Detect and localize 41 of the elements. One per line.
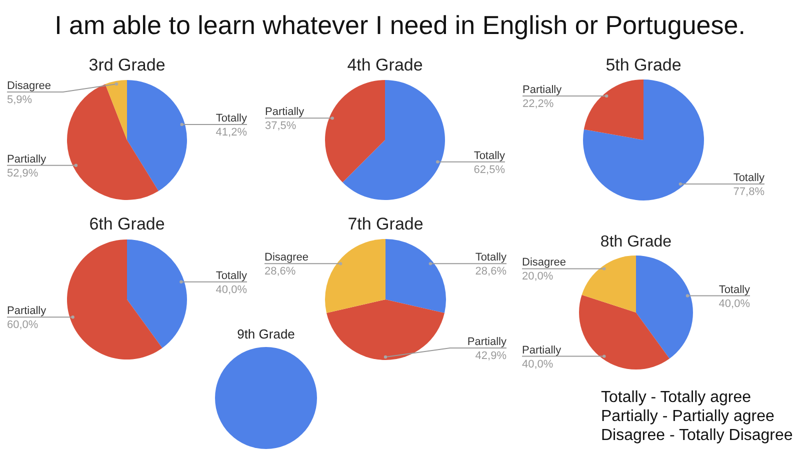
data-label: 62,5% xyxy=(474,164,506,176)
text: I am able to learn whatever I need in English or Portuguese. xyxy=(54,9,746,42)
slice-label: Totally xyxy=(475,252,507,264)
data-label: 22,2% xyxy=(522,98,554,110)
slice-label: Totally xyxy=(718,284,750,296)
chart-title: 8th Grade xyxy=(600,233,672,250)
data-label: 42,9% xyxy=(475,350,507,362)
text: Totally - Totally agree xyxy=(601,388,751,407)
slice-label: Partially xyxy=(7,153,47,166)
data-label: 20,0% xyxy=(522,270,554,283)
slice-label: Partially xyxy=(467,336,507,348)
data-label: 60,0% xyxy=(7,319,38,332)
slice-label: Totally xyxy=(216,112,248,124)
data-label: 28,6% xyxy=(475,266,507,278)
chart-title: 6th Grade xyxy=(89,214,165,234)
chart-title: 9th Grade xyxy=(237,326,295,342)
slice-label: Totally xyxy=(216,270,248,282)
data-label: 40,0% xyxy=(522,358,554,370)
slice-label: Partially xyxy=(522,84,562,96)
data-label: 52,9% xyxy=(7,167,38,180)
data-label: 77,8% xyxy=(733,186,765,198)
chart-title: 5th Grade xyxy=(606,56,682,75)
chart-title: 4th Grade xyxy=(347,56,423,75)
data-label: 41,2% xyxy=(216,126,248,138)
data-label: 40,0% xyxy=(216,284,248,296)
slice-label: Partially xyxy=(522,344,562,356)
slice-label: Partially xyxy=(265,106,305,118)
chart-title: 7th Grade xyxy=(348,214,424,234)
text: Disagree - Totally Disagree xyxy=(601,426,793,445)
chart-title: 3rd Grade xyxy=(88,56,166,75)
slice-label: Totally xyxy=(474,150,506,162)
text: Partially - Partially agree xyxy=(601,407,774,426)
slice-label: Partially xyxy=(7,305,47,318)
slice-label: Disagree xyxy=(7,80,52,92)
slice-label: Totally xyxy=(733,172,765,184)
data-label: 28,6% xyxy=(264,266,296,278)
slice-label: Disagree xyxy=(522,256,566,269)
data-label: 40,0% xyxy=(718,298,750,310)
data-label: 37,5% xyxy=(265,120,296,132)
slice-label: Disagree xyxy=(264,252,309,264)
data-label: 5,9% xyxy=(7,94,32,106)
